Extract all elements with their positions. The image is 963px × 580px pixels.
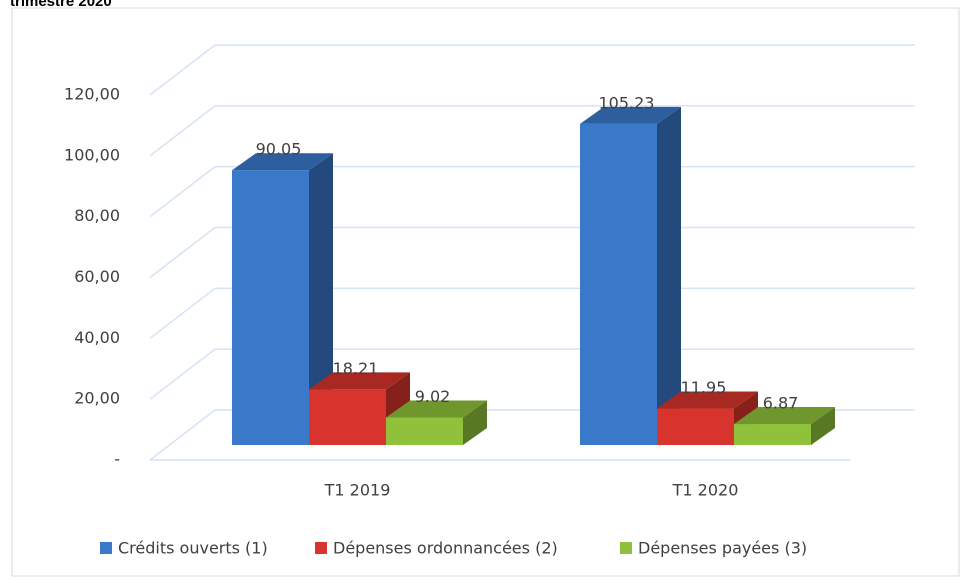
bar-side [657,106,681,445]
legend-swatch [620,542,632,554]
y-tick-label: 20,00 [74,389,120,408]
bar-top [734,407,835,425]
data-label: 105.23 [599,93,655,112]
y-tick-label: 120,00 [64,85,120,104]
data-label: 18.21 [333,359,379,378]
data-label: 11.95 [681,378,727,397]
bar [734,407,835,445]
bar-front [232,170,309,445]
bar-top [232,153,333,171]
legend-swatch [315,542,327,554]
bar-front [734,424,811,445]
bar-front [657,408,734,445]
grid-line [149,348,915,400]
y-tick-label: 80,00 [74,206,120,225]
chart-title: trimestre 2020 [10,0,112,10]
bar-front [309,389,386,445]
grid-line [149,105,915,157]
bar [232,153,333,445]
bar-side [463,400,487,445]
data-label: 6.87 [763,394,799,413]
bar-top [309,372,410,390]
data-label: 9.02 [415,387,451,406]
bar-side [811,407,835,445]
y-tick-label: 60,00 [74,267,120,286]
y-tick-label: 100,00 [64,145,120,164]
bar-front [386,417,463,445]
grid-line [149,226,915,279]
legend-label: Dépenses ordonnancées (2) [333,539,558,558]
legend-label: Crédits ouverts (1) [118,539,268,558]
legend-swatch [100,542,112,554]
grid-line [149,165,915,218]
x-tick-label: T1 2019 [324,481,391,500]
bar [386,400,487,445]
x-tick-label: T1 2020 [672,481,739,500]
legend-label: Dépenses payées (3) [638,539,807,558]
y-tick-label: - [114,450,120,469]
chart-border [11,7,960,577]
y-tick-label: 40,00 [74,328,120,347]
bar-front [580,123,657,445]
bar-side [309,153,333,445]
grid-line [149,44,915,96]
bar-top [657,391,758,409]
bar-top [386,400,487,418]
bar [580,106,681,445]
data-label: 90.05 [256,140,302,159]
grid-line [149,287,915,339]
bar-top [580,106,681,124]
